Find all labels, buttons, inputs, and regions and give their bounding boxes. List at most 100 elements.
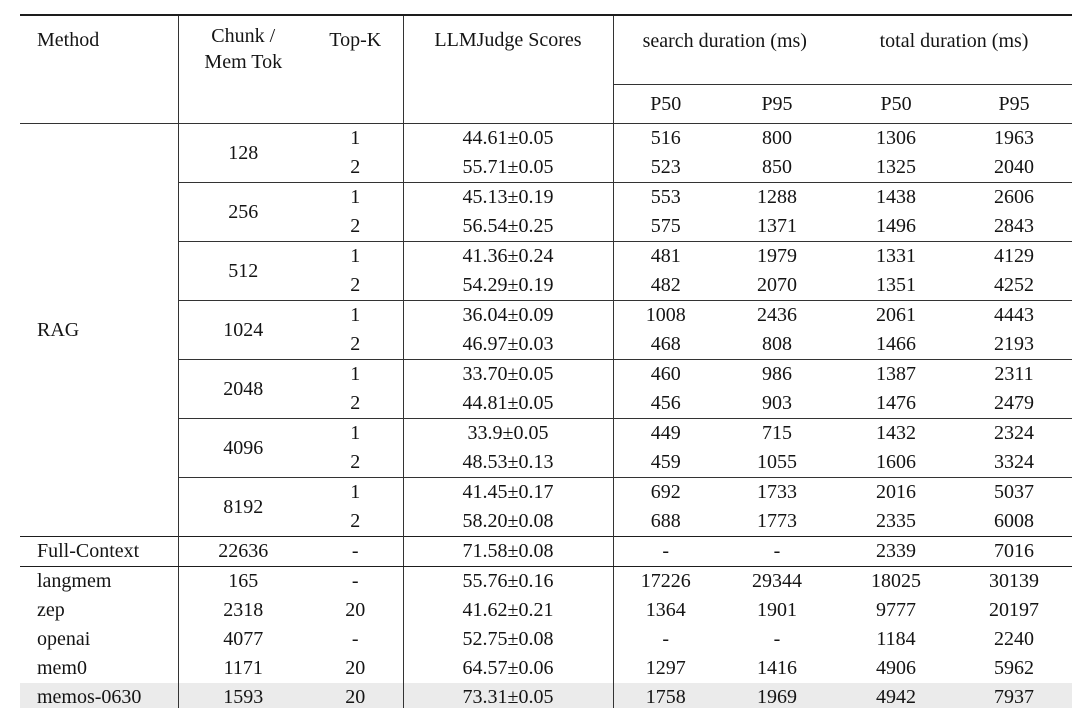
table-row: 4096 1 33.9±0.05 449 715 1432 2324 [20, 418, 1073, 478]
duration-cell: 5962 [994, 657, 1035, 679]
duration-cell: 2070 [757, 274, 797, 296]
topk-cell: 1 [308, 359, 404, 389]
duration-cell: 18025 [871, 570, 922, 592]
duration-cell: 7016 [956, 536, 1073, 567]
duration-cell: 1758 [613, 683, 718, 708]
score-cell: 55.76±0.16 [403, 566, 614, 596]
duration-cell: 1306 [876, 127, 917, 149]
duration-cell: 1432 [836, 418, 957, 448]
topk-cell: 2 [308, 271, 404, 301]
duration-cell: 692 [613, 477, 718, 507]
topk-cell: 1 [308, 241, 404, 271]
duration-cell: 1476 [876, 392, 917, 414]
score-cell: 36.04±0.09 [403, 300, 614, 330]
duration-cell: 808 [762, 333, 792, 355]
table-row-memos-0630-highlighted: memos-0630 1593 20 73.31±0.05 1758 1969 … [20, 683, 1073, 708]
table-row: 2048 1 33.70±0.05 460 986 1387 2311 [20, 359, 1073, 419]
topk-cell: - [308, 625, 404, 654]
topk-cell: 1 [308, 182, 404, 212]
duration-cell: 1325 [876, 156, 917, 178]
duration-cell: 1438 [836, 182, 957, 212]
duration-cell: 553 [613, 182, 718, 212]
duration-cell: 6008 [994, 510, 1035, 532]
duration-cell: 1733 [718, 477, 837, 507]
topk-cell: 2 [308, 212, 404, 242]
col-header-search-duration: search duration (ms) [613, 15, 837, 85]
chunk-cell: 4096 [178, 418, 308, 478]
duration-cell: 523 [650, 156, 681, 178]
duration-cell: 1466 [876, 333, 917, 355]
method-cell: openai [20, 625, 179, 654]
chunk-cell: 1024 [178, 300, 308, 360]
duration-cell: 715 [718, 418, 837, 448]
topk-cell: 1 [308, 300, 404, 330]
score-cell: 58.20±0.08 [403, 507, 614, 537]
score-cell: 52.75±0.08 [403, 625, 614, 654]
duration-cell: 1387 [836, 359, 957, 389]
duration-cell: 1364 [645, 599, 686, 621]
topk-cell: 1 [308, 123, 404, 153]
subcol-header-search-p95: P95 [718, 84, 837, 124]
duration-cell: 2335 [876, 510, 917, 532]
chunk-cell: 1171 [223, 657, 263, 679]
topk-cell: 2 [308, 330, 404, 360]
duration-cell: 4443 [956, 300, 1073, 330]
duration-cell: - [662, 628, 670, 650]
duration-cell: 2240 [994, 628, 1035, 650]
chunk-cell: 1593 [178, 683, 308, 708]
chunk-cell: 22636 [178, 536, 308, 567]
col-header-total-duration: total duration (ms) [836, 15, 1073, 85]
duration-cell: 2311 [956, 359, 1073, 389]
duration-cell: 1288 [718, 182, 837, 212]
table-row: 512 1 41.36±0.24 481 1979 1331 4129 [20, 241, 1073, 301]
topk-cell: 2 [308, 448, 404, 478]
duration-cell: 986 [718, 359, 837, 389]
table-row: 8192 1 41.45±0.17 692 1733 2016 5037 [20, 477, 1073, 537]
chunk-header-line1: Chunk / [211, 25, 276, 47]
chunk-cell: 512 [178, 241, 308, 301]
duration-cell: 1055 [757, 451, 797, 473]
duration-cell: 1184 [876, 628, 916, 650]
duration-cell: 9777 [876, 599, 917, 621]
duration-cell: 3324 [994, 451, 1035, 473]
col-header-llmjudge-scores: LLMJudge Scores [403, 15, 614, 124]
chunk-cell: 256 [178, 182, 308, 242]
duration-cell: 850 [762, 156, 792, 178]
duration-cell: 1331 [836, 241, 957, 271]
duration-cell: 2606 [956, 182, 1073, 212]
table-row: 2 54.29±0.19 482 2070 1351 4252 [20, 271, 1072, 301]
method-cell: memos-0630 [20, 683, 179, 708]
duration-cell: 688 [650, 510, 681, 532]
topk-cell: 1 [308, 418, 404, 448]
duration-cell: 2040 [994, 156, 1035, 178]
method-cell: Full-Context [20, 536, 179, 567]
topk-cell: - [308, 536, 404, 567]
chunk-cell: 2318 [223, 599, 264, 621]
score-cell: 41.45±0.17 [403, 477, 614, 507]
duration-cell: 482 [650, 274, 681, 296]
duration-cell: 2193 [994, 333, 1035, 355]
duration-cell: 1008 [613, 300, 718, 330]
table-row: 256 1 45.13±0.19 553 1288 1438 2606 [20, 182, 1073, 242]
duration-cell: 29344 [752, 570, 802, 592]
topk-cell: 20 [308, 654, 404, 683]
score-cell: 33.9±0.05 [403, 418, 614, 448]
score-cell: 73.31±0.05 [403, 683, 614, 708]
table-row-openai: openai 4077 - 52.75±0.08 - - 1184 2240 [20, 625, 1072, 654]
score-cell: 41.36±0.24 [403, 241, 614, 271]
score-cell: 71.58±0.08 [403, 536, 614, 567]
table-row: 2 48.53±0.13 459 1055 1606 3324 [20, 448, 1072, 478]
method-cell: langmem [20, 566, 179, 596]
table-header: Method Chunk / Mem Tok Top-K LLMJudge Sco… [20, 15, 1073, 124]
table-row: 2 58.20±0.08 688 1773 2335 6008 [20, 507, 1072, 537]
duration-cell: 460 [613, 359, 718, 389]
table-row-full-context: Full-Context 22636 - 71.58±0.08 - - 2339… [20, 536, 1073, 567]
duration-cell: 2479 [994, 392, 1035, 414]
table-row: 2 55.71±0.05 523 850 1325 2040 [20, 153, 1072, 183]
score-cell: 54.29±0.19 [403, 271, 614, 301]
subcol-header-total-p95: P95 [956, 84, 1073, 124]
topk-cell: 1 [308, 477, 404, 507]
duration-cell: 2436 [718, 300, 837, 330]
table-row: 1024 1 36.04±0.09 1008 2436 2061 4443 [20, 300, 1073, 360]
